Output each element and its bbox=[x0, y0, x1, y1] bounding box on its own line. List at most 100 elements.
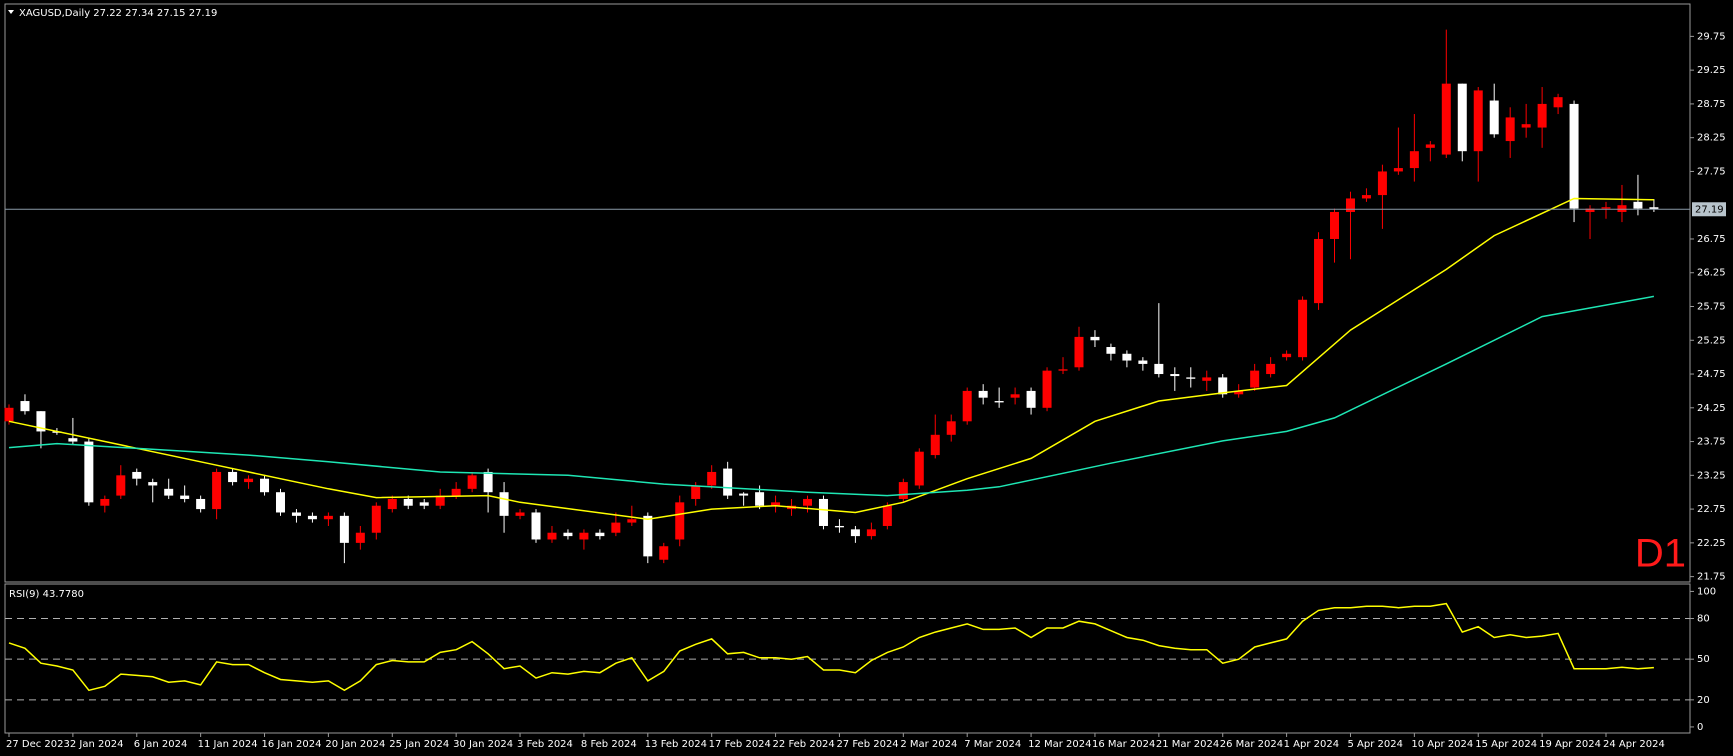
candle-body bbox=[132, 471, 142, 479]
candle-body bbox=[595, 532, 605, 537]
candle-body bbox=[4, 407, 14, 422]
candle-body bbox=[771, 502, 781, 506]
x-tick-label: 11 Jan 2024 bbox=[198, 739, 258, 750]
candle-body bbox=[1649, 207, 1659, 210]
candle-body bbox=[707, 471, 717, 486]
price-panel bbox=[4, 3, 1691, 583]
candle-body bbox=[946, 421, 956, 435]
candle-body bbox=[1170, 374, 1180, 377]
y-tick-label: 23.75 bbox=[1697, 437, 1726, 448]
candle-body bbox=[323, 515, 333, 520]
candle-body bbox=[1218, 377, 1228, 395]
candle-body bbox=[1601, 207, 1611, 209]
candle-body bbox=[675, 502, 685, 540]
candle-body bbox=[1026, 390, 1036, 408]
x-tick-label: 13 Feb 2024 bbox=[645, 739, 707, 750]
x-tick-label: 25 Jan 2024 bbox=[389, 739, 449, 750]
x-tick-label: 12 Mar 2024 bbox=[1028, 739, 1091, 750]
candle-body bbox=[563, 532, 573, 537]
candle-body bbox=[723, 468, 733, 496]
candle-body bbox=[100, 498, 110, 506]
x-tick-label: 22 Feb 2024 bbox=[773, 739, 835, 750]
candle-body bbox=[850, 529, 860, 537]
candle-body bbox=[1633, 201, 1643, 209]
x-tick-label: 26 Mar 2024 bbox=[1220, 739, 1283, 750]
candle-body bbox=[643, 515, 653, 557]
candle-body bbox=[1569, 103, 1579, 209]
candle-body bbox=[659, 546, 669, 560]
x-tick-label: 24 Apr 2024 bbox=[1603, 739, 1665, 750]
candle-body bbox=[467, 475, 477, 489]
candle-body bbox=[1186, 377, 1196, 379]
y-tick-label: 28.75 bbox=[1697, 99, 1726, 110]
x-tick-label: 10 Apr 2024 bbox=[1411, 739, 1473, 750]
candle-body bbox=[1409, 151, 1419, 169]
y-tick-label: 24.25 bbox=[1697, 403, 1726, 414]
y-tick-label: 0 bbox=[1697, 722, 1703, 733]
x-tick-label: 20 Jan 2024 bbox=[325, 739, 385, 750]
candle-body bbox=[1122, 353, 1132, 361]
candle-body bbox=[866, 529, 876, 537]
candle-body bbox=[499, 492, 509, 516]
candle-body bbox=[691, 485, 701, 499]
candle-body bbox=[68, 438, 78, 442]
candle-body bbox=[531, 512, 541, 540]
moving-average bbox=[8, 197, 1654, 520]
candle-body bbox=[1234, 390, 1244, 395]
candle-body bbox=[435, 495, 445, 506]
candle-body bbox=[1521, 124, 1531, 128]
candle-body bbox=[755, 492, 765, 506]
candle-body bbox=[1042, 370, 1052, 408]
candle-body bbox=[1202, 377, 1212, 381]
candle-body bbox=[1298, 299, 1308, 358]
candle-body bbox=[1361, 195, 1371, 199]
last-price-box bbox=[1692, 202, 1726, 217]
candle-body bbox=[1425, 144, 1435, 148]
candle-body bbox=[1330, 211, 1340, 239]
candle-body bbox=[1489, 100, 1499, 135]
x-tick-label: 6 Jan 2024 bbox=[134, 739, 188, 750]
candle-body bbox=[1154, 363, 1164, 375]
candle-body bbox=[1250, 370, 1260, 388]
candle-body bbox=[1505, 117, 1515, 142]
candle-body bbox=[387, 498, 397, 510]
candle-body bbox=[1617, 205, 1627, 212]
candle-body bbox=[1106, 347, 1116, 354]
menu-arrow[interactable] bbox=[8, 10, 14, 14]
candle-body bbox=[1553, 97, 1563, 108]
candle-body bbox=[196, 498, 206, 510]
candle-body bbox=[419, 502, 429, 506]
x-tick-label: 5 Apr 2024 bbox=[1347, 739, 1402, 750]
candle-body bbox=[1473, 90, 1483, 152]
candle-body bbox=[1058, 369, 1068, 371]
y-tick-label: 50 bbox=[1697, 654, 1710, 665]
candle-body bbox=[275, 492, 285, 513]
x-tick-label: 8 Feb 2024 bbox=[581, 739, 637, 750]
y-tick-label: 28.25 bbox=[1697, 133, 1726, 144]
chart-title: XAGUSD,Daily 27.22 27.34 27.15 27.19 bbox=[19, 8, 217, 19]
candle-body bbox=[994, 401, 1004, 403]
y-tick-label: 29.25 bbox=[1697, 65, 1726, 76]
candle-body bbox=[116, 475, 126, 496]
candle-body bbox=[978, 390, 988, 398]
candle-body bbox=[1377, 171, 1387, 196]
y-tick-label: 21.75 bbox=[1697, 572, 1726, 583]
candle-body bbox=[148, 482, 158, 486]
y-tick-label: 80 bbox=[1697, 614, 1710, 625]
x-tick-label: 19 Apr 2024 bbox=[1539, 739, 1601, 750]
y-tick-label: 29.75 bbox=[1697, 31, 1726, 42]
last-price-label: 27.19 bbox=[1695, 204, 1724, 215]
x-tick-label: 27 Dec 2023 bbox=[6, 739, 70, 750]
candle-body bbox=[818, 498, 828, 526]
candle-body bbox=[547, 532, 557, 540]
x-tick-label: 2 Jan 2024 bbox=[70, 739, 124, 750]
candle-body bbox=[1314, 238, 1324, 304]
rsi-title: RSI(9) 43.7780 bbox=[9, 589, 84, 600]
x-tick-label: 16 Mar 2024 bbox=[1092, 739, 1155, 750]
x-tick-label: 21 Mar 2024 bbox=[1156, 739, 1219, 750]
candle-body bbox=[20, 401, 30, 412]
x-tick-label: 16 Jan 2024 bbox=[262, 739, 322, 750]
candle-body bbox=[882, 505, 892, 526]
